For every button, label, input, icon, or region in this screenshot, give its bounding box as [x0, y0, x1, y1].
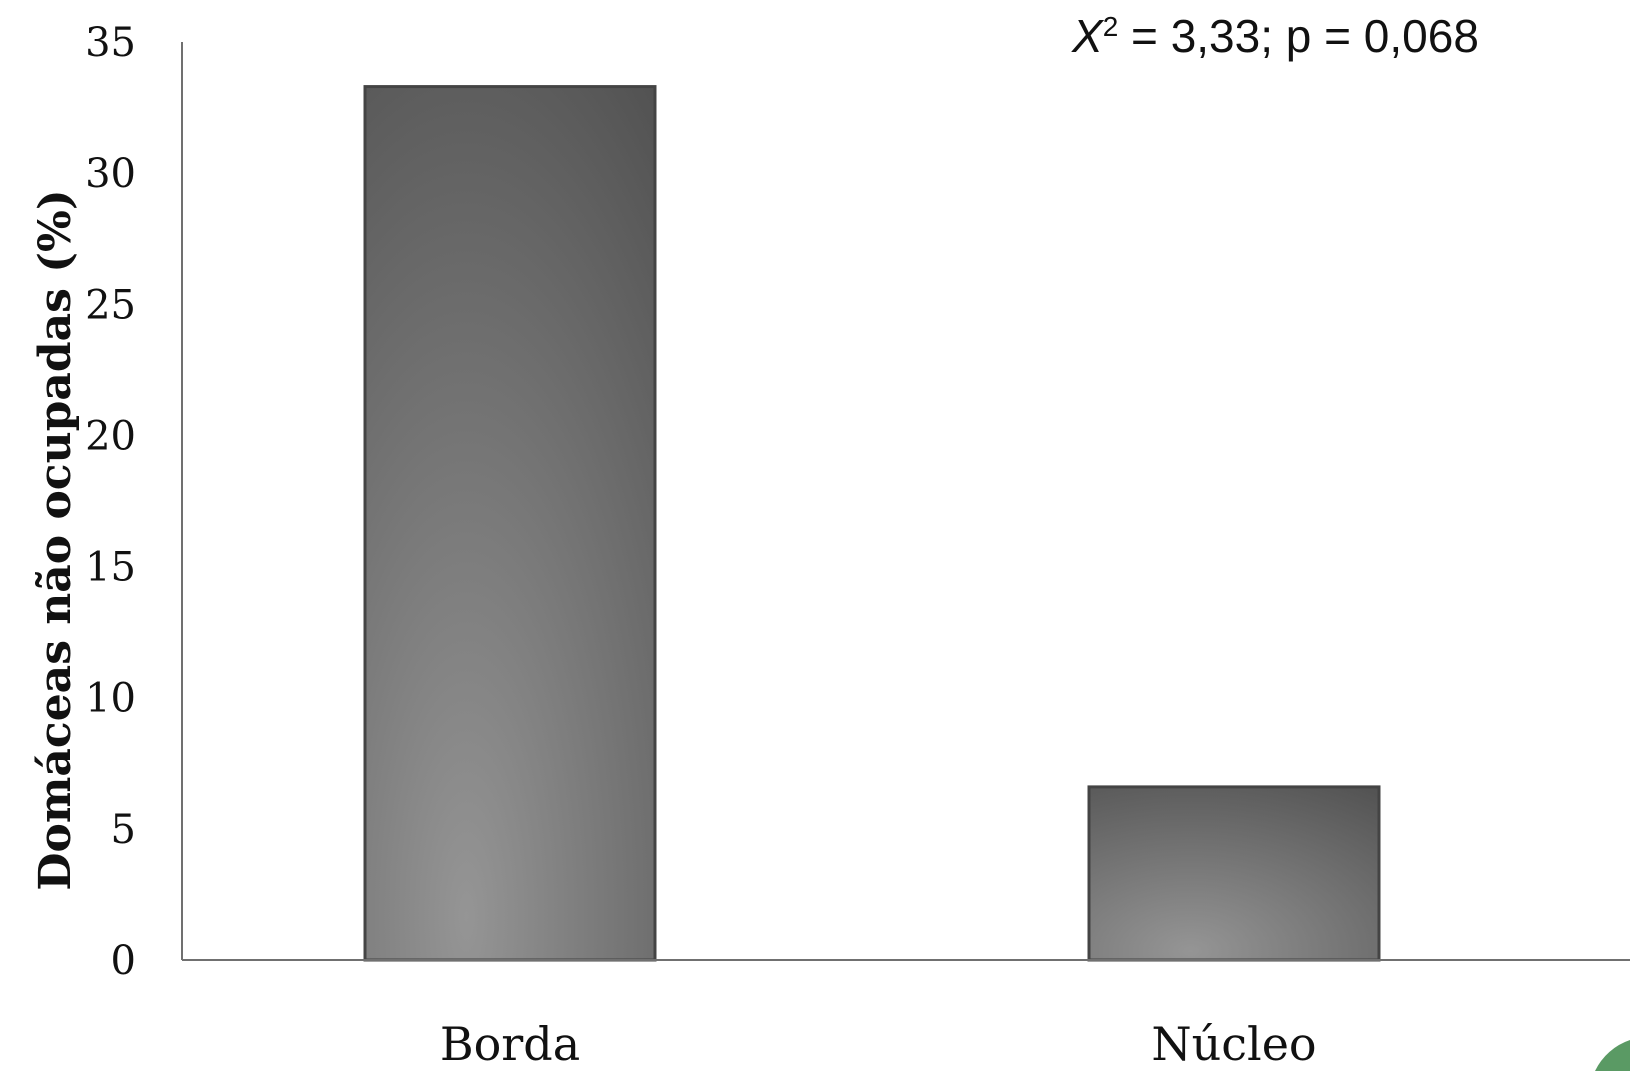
- y-tick-label-0: 0: [111, 938, 136, 984]
- y-tick-labels: 0 5 10 15 20 25 30 35: [85, 20, 136, 984]
- bar-borda: [363, 85, 657, 962]
- y-axis-title: Domáceas não ocupadas (%): [30, 189, 81, 890]
- y-tick-label-25: 25: [85, 282, 136, 328]
- y-tick-label-5: 5: [111, 807, 136, 853]
- y-tick-label-30: 30: [85, 151, 136, 197]
- stat-sup: 2: [1103, 11, 1119, 42]
- y-tick-label-35: 35: [85, 20, 136, 66]
- x-category-labels: Borda Núcleo: [440, 1017, 1317, 1071]
- stat-var: X: [1071, 10, 1105, 62]
- stat-rest: = 3,33; p = 0,068: [1118, 10, 1479, 62]
- x-category-label-1: Núcleo: [1151, 1017, 1316, 1071]
- y-tick-label-15: 15: [85, 545, 136, 591]
- x-category-label-0: Borda: [440, 1017, 580, 1071]
- y-tick-label-20: 20: [85, 413, 136, 459]
- corner-accent-shape: [1595, 1040, 1630, 1071]
- y-tick-label-10: 10: [85, 676, 136, 722]
- bars-group: [363, 85, 1381, 962]
- stat-annotation: X2 = 3,33; p = 0,068: [1071, 10, 1479, 62]
- bar-núcleo: [1087, 785, 1381, 962]
